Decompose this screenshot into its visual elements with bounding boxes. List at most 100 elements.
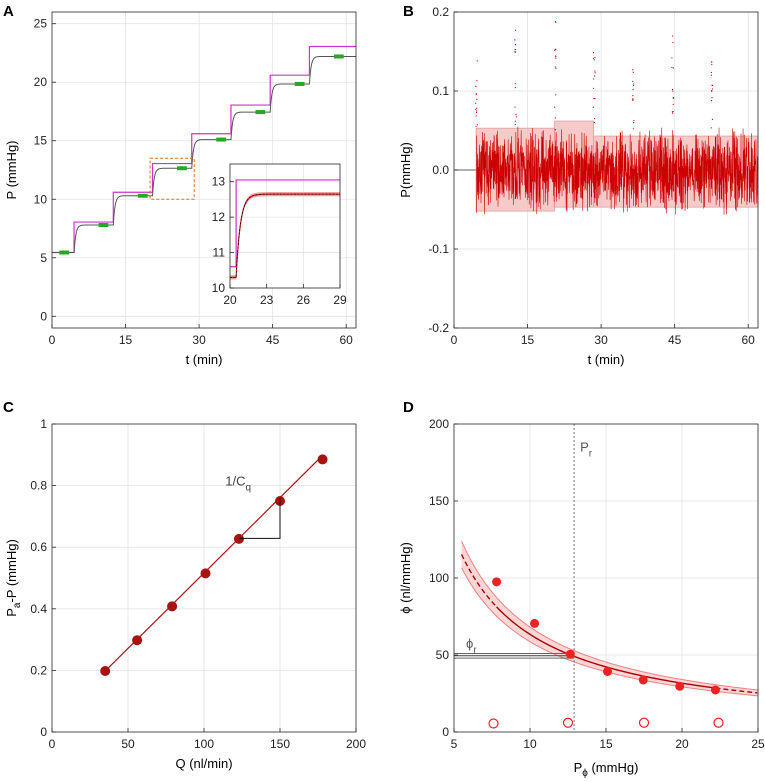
spike-point: [711, 90, 713, 93]
spike-point: [594, 97, 596, 100]
pr-label: Pr: [580, 440, 593, 460]
panel-d-ticks: 5 10 15 20 25 0 50 100 150 200: [429, 417, 765, 751]
spike-point: [632, 99, 634, 101]
pa-step-line: [52, 45, 356, 254]
panel-label-d: D: [403, 399, 414, 416]
spike-point: [476, 80, 478, 82]
data-point: [317, 454, 328, 465]
panel-c-ytick-label: 0.8: [30, 479, 47, 493]
panel-a-ytick-label: 15: [34, 134, 48, 148]
spike-point: [476, 124, 478, 126]
panel-b-xtick-label: 0: [451, 333, 458, 347]
spike-point: [632, 80, 634, 83]
band-upper-edge: [461, 540, 758, 691]
phir-label-sub: r: [473, 645, 477, 656]
spike-point: [710, 100, 713, 102]
spike-point: [672, 35, 674, 37]
spike-point: [594, 56, 596, 59]
panel-c-grid: [52, 424, 356, 732]
spike-point: [554, 106, 556, 108]
panel-d-xtick-label: 25: [751, 737, 765, 751]
panel-label-c: C: [3, 399, 14, 416]
spike-point: [672, 97, 674, 99]
spike-point: [592, 78, 595, 80]
inset-xtick-label: 26: [297, 293, 311, 307]
spike-point: [555, 67, 557, 69]
slope-annotation: 1/Cq: [225, 474, 251, 494]
spike-point: [592, 57, 595, 59]
inset-xtick-label: 29: [333, 293, 347, 307]
spike-point: [554, 55, 557, 57]
residual-trace: [476, 126, 759, 215]
spike-point: [632, 69, 634, 71]
panel-label-a: A: [3, 3, 14, 20]
data-point: [100, 666, 111, 677]
spike-point: [632, 98, 634, 100]
spike-point: [710, 61, 713, 63]
fit-curve-extrapolated-high: [715, 687, 758, 694]
fit-curve-extrapolated-low: [460, 554, 498, 608]
spike-point: [554, 129, 556, 131]
fit-line: [104, 454, 323, 672]
spike-point: [594, 72, 596, 74]
spike-point: [475, 102, 477, 104]
slope-triangle: [238, 497, 281, 539]
panel-b-xtick-label: 45: [668, 333, 682, 347]
panel-a-inset: 20 23 26 29 10 11 12 13: [212, 163, 347, 307]
spike-point: [671, 88, 674, 91]
panel-c-xlabel: Q (nl/min): [175, 756, 232, 771]
spike-point: [514, 39, 516, 41]
panel-d-ylabel: ϕ (nl/mmHg): [398, 542, 413, 614]
panel-d-xlabel-main: P: [574, 760, 583, 775]
fit-confidence-band: [461, 541, 758, 696]
inset-xtick-label: 20: [223, 293, 237, 307]
panel-a-xlabel: t (min): [186, 352, 223, 367]
panel-c-xtick-label: 200: [346, 737, 366, 751]
spike-point: [476, 107, 478, 109]
spike-point: [514, 48, 516, 51]
spike-point: [476, 60, 478, 62]
spike-point: [475, 108, 477, 110]
panel-c-ytick-label: 0.2: [30, 663, 47, 677]
panel-b-ylabel: P(mmHg): [398, 142, 413, 198]
spike-point: [554, 21, 557, 23]
panel-b-xtick-label: 60: [742, 333, 756, 347]
spike-point: [672, 103, 674, 106]
panel-c-ylabel: Pa-P (mmHg): [4, 539, 23, 617]
panel-a-ytick-label: 20: [34, 75, 48, 89]
panel-d-ytick-label: 0: [442, 725, 449, 739]
spike-point: [632, 71, 634, 73]
spike-point: [710, 71, 713, 74]
spike-point: [672, 67, 674, 69]
inset-ytick-label: 13: [212, 175, 226, 189]
pr-label-main: P: [580, 440, 589, 455]
spike-point: [514, 120, 516, 122]
panel-d-grid: [454, 424, 758, 732]
panel-c-xtick-label: 0: [49, 737, 56, 751]
panel-a-xtick-label: 30: [192, 333, 206, 347]
inset-ytick-label: 11: [213, 246, 226, 260]
open-point: [638, 717, 650, 728]
spike-point: [710, 74, 713, 76]
open-point: [562, 717, 574, 728]
spike-point: [671, 112, 674, 114]
spike-point: [592, 106, 594, 108]
spike-point: [476, 110, 478, 112]
panel-c-xtick-label: 150: [270, 737, 290, 751]
spike-point: [711, 97, 713, 99]
compliance-point: [492, 577, 502, 587]
spike-point: [632, 95, 634, 97]
panel-a-ticks: 0 15 30 45 60 0 5 10 15 20 25: [34, 17, 354, 347]
compliance-point: [710, 685, 720, 695]
spike-point: [711, 63, 713, 66]
spike-point: [514, 44, 517, 46]
panel-d-xtick-label: 20: [675, 737, 689, 751]
panel-b-xtick-label: 15: [521, 333, 535, 347]
data-point: [200, 568, 211, 579]
panel-label-b: B: [403, 3, 414, 20]
panel-d-xtick-label: 15: [599, 737, 613, 751]
open-point: [488, 718, 499, 729]
data-point: [167, 601, 178, 612]
spike-point: [593, 97, 595, 100]
spike-point: [593, 121, 595, 124]
